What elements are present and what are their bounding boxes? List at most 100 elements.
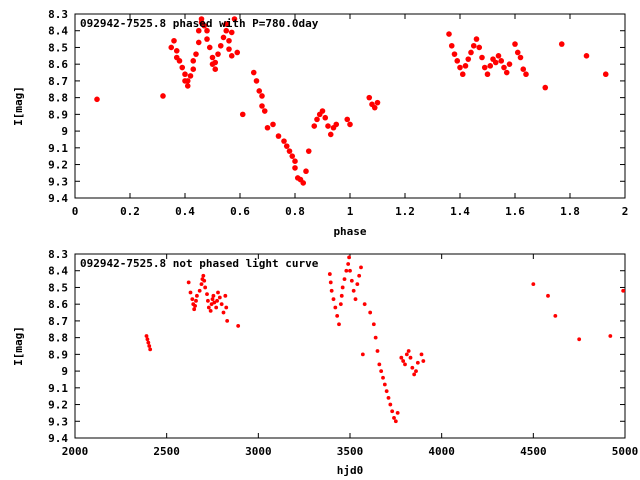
data-point xyxy=(503,69,510,76)
data-point xyxy=(366,94,373,101)
data-point xyxy=(393,419,398,424)
data-point xyxy=(382,382,387,387)
data-point xyxy=(221,310,226,315)
data-point xyxy=(446,31,452,37)
data-point xyxy=(219,302,224,307)
data-point xyxy=(542,84,549,91)
data-point xyxy=(333,121,340,128)
data-point xyxy=(144,334,149,338)
y-tick-label: 9.2 xyxy=(48,399,68,412)
data-point xyxy=(192,307,197,312)
data-point xyxy=(184,78,191,84)
data-point xyxy=(390,409,395,414)
data-point xyxy=(399,355,404,360)
data-point xyxy=(194,298,198,303)
data-point xyxy=(253,78,260,84)
x-tick-label: 1.6 xyxy=(505,205,525,218)
data-point xyxy=(176,58,183,64)
data-point xyxy=(371,104,378,111)
data-point xyxy=(392,416,396,420)
data-point xyxy=(328,280,333,285)
data-point xyxy=(501,64,507,71)
data-point xyxy=(337,322,341,327)
x-tick-label: 4500 xyxy=(520,445,547,458)
data-point xyxy=(403,362,407,367)
data-point xyxy=(160,93,166,99)
data-point xyxy=(190,58,197,64)
data-point xyxy=(495,53,502,59)
y-tick-label: 9.1 xyxy=(48,142,68,155)
data-point xyxy=(173,48,180,54)
data-point xyxy=(531,282,536,287)
y-tick-label: 9.2 xyxy=(48,159,68,172)
data-point xyxy=(353,297,358,302)
data-point xyxy=(344,268,349,273)
data-point xyxy=(473,36,480,42)
data-point xyxy=(388,402,393,407)
data-point xyxy=(292,165,298,171)
phased-light-curve-chart: 0 0.2 0.4 0.6 0.8 1 1.2 1.4 1.6 1.8 2 8.3 8.4 8.5 8.6 8… xyxy=(12,8,628,238)
data-point xyxy=(228,29,235,36)
data-point xyxy=(465,56,472,62)
data-point xyxy=(223,27,230,34)
data-point xyxy=(339,293,344,298)
y-tick-label: 9 xyxy=(61,365,68,378)
data-point xyxy=(523,71,529,78)
data-point xyxy=(395,411,400,415)
data-point xyxy=(553,313,558,318)
data-point xyxy=(357,273,362,278)
data-point xyxy=(217,42,224,49)
data-point xyxy=(193,303,197,308)
data-point xyxy=(347,121,353,128)
data-point xyxy=(384,389,389,394)
data-point xyxy=(209,302,214,307)
data-point xyxy=(236,324,241,328)
y-tick-label: 9.4 xyxy=(48,192,68,205)
data-point xyxy=(577,337,582,342)
data-point xyxy=(195,39,202,46)
data-point xyxy=(199,282,204,287)
data-point xyxy=(492,59,499,66)
data-point xyxy=(322,114,329,121)
data-point xyxy=(197,288,202,293)
data-point xyxy=(327,272,332,276)
data-point xyxy=(259,103,265,109)
data-point xyxy=(286,148,293,154)
x-tick-label: 2000 xyxy=(62,445,89,458)
x-tick-label: 1.2 xyxy=(395,205,415,218)
data-point xyxy=(311,123,318,129)
x-tick-label: 1.8 xyxy=(560,205,580,218)
data-point xyxy=(198,16,205,22)
data-point xyxy=(462,63,469,69)
data-point xyxy=(401,359,406,363)
data-point xyxy=(448,42,455,49)
data-point xyxy=(476,44,483,51)
phased-axis-ticks: 0 0.2 0.4 0.6 0.8 1 1.2 1.4 1.6 1.8 2 8.3 8.4 8.5 8.6 8… xyxy=(48,8,628,218)
x-tick-label: 1.4 xyxy=(450,205,470,218)
data-point xyxy=(348,268,352,273)
y-tick-label: 8.4 xyxy=(48,265,68,278)
data-point xyxy=(148,347,153,352)
data-point xyxy=(226,46,232,52)
data-point xyxy=(419,352,424,357)
data-point xyxy=(283,143,290,149)
data-point xyxy=(281,138,287,144)
data-point xyxy=(300,180,307,186)
data-point xyxy=(520,66,527,72)
data-point xyxy=(234,49,241,56)
data-point xyxy=(335,313,340,318)
data-point xyxy=(184,83,191,89)
data-point xyxy=(195,293,199,298)
data-point xyxy=(289,153,296,159)
data-point xyxy=(231,16,238,22)
data-point xyxy=(377,362,382,367)
data-point xyxy=(621,288,626,293)
data-point xyxy=(168,44,175,51)
data-point xyxy=(583,53,590,59)
y-tick-label: 8.8 xyxy=(48,332,68,345)
data-point xyxy=(381,375,385,380)
data-point xyxy=(224,305,229,310)
data-point xyxy=(558,41,565,47)
data-point xyxy=(468,49,474,56)
